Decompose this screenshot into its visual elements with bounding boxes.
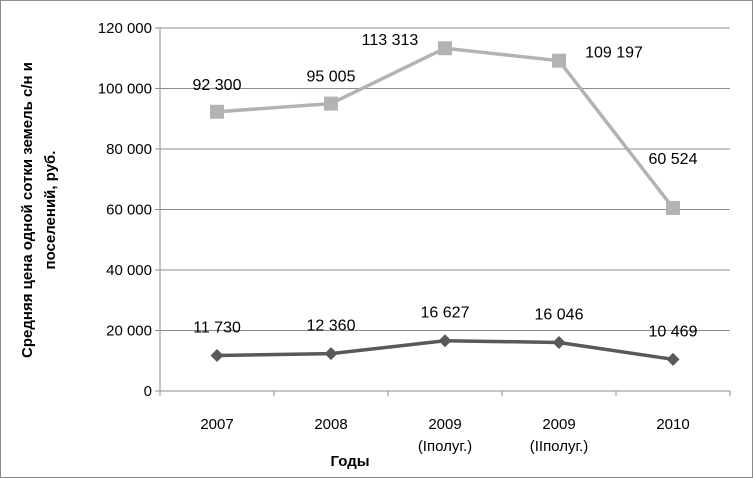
series-2-point [552,335,566,349]
data-label: 11 730 [193,320,241,337]
series-2-point [666,352,680,366]
series-1-line [216,46,675,209]
x-tick-label: 2010 [656,416,689,433]
data-label: 92 300 [193,77,242,94]
data-label: 95 005 [307,69,356,86]
x-tick-label: 2009 [428,416,461,433]
gridlines [160,27,730,331]
data-label: 16 627 [421,305,470,322]
axes [155,27,731,396]
x-tick-label: 2007 [200,416,233,433]
y-axis-title-line-2: поселений, руб. [42,151,59,270]
series-1-point [552,53,566,68]
x-axis-title: Годы [330,453,369,470]
y-tick-label: 60 000 [106,202,152,219]
series-2-point [324,347,338,361]
data-label: 113 313 [362,32,419,49]
x-tick-labels: 2007 2008 2009 (Iполуг.) 2009 (IIполуг.) 2010 [200,416,689,455]
y-tick-label: 120 000 [98,20,152,37]
data-label: 109 197 [585,45,643,62]
data-label: 12 360 [307,318,356,335]
series-2-point [210,349,224,363]
x-tick-label: 2008 [314,416,347,433]
series-1-point [666,200,680,215]
y-tick-labels: 0 20 000 40 000 60 000 80 000 100 000 120 000 [98,20,152,400]
data-label: 60 524 [649,151,698,168]
y-tick-label: 20 000 [106,323,152,340]
data-label: 16 046 [535,306,584,323]
y-tick-label: 100 000 [98,81,152,98]
y-axis-title-line-1: Средняя цена одной сотки земель с/н и [19,62,36,358]
x-tick-sublabel: (IIполуг.) [530,438,589,455]
series-1-point [210,104,224,119]
y-tick-label: 0 [144,383,152,400]
series-1-point [324,96,338,111]
series-2-point [438,334,452,348]
x-tick-label: 2009 [542,416,575,433]
y-tick-label: 40 000 [106,262,152,279]
x-tick-sublabel: (Iполуг.) [418,438,472,455]
y-tick-label: 80 000 [106,141,152,158]
data-label: 10 469 [649,323,698,340]
data-labels-layer: 92 300 95 005 113 313 109 197 60 524 11 730 12… [193,32,698,340]
series-layer [210,41,680,366]
series-1-point [438,41,452,56]
